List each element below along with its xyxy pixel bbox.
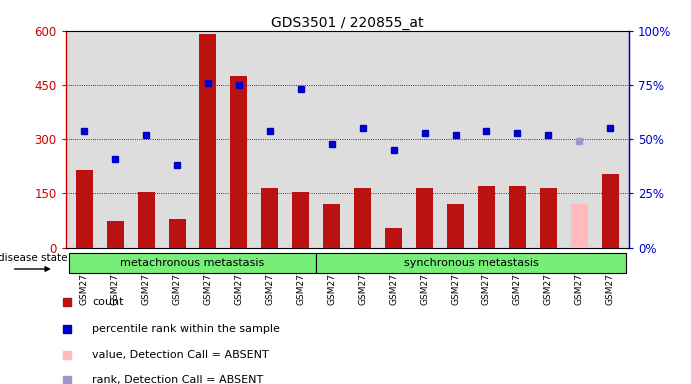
Bar bbox=[602, 174, 618, 248]
Title: GDS3501 / 220855_at: GDS3501 / 220855_at bbox=[271, 16, 424, 30]
Bar bbox=[540, 188, 557, 248]
Bar bbox=[447, 204, 464, 248]
Bar bbox=[509, 186, 526, 248]
Bar bbox=[261, 188, 278, 248]
Bar bbox=[478, 186, 495, 248]
Bar bbox=[316, 253, 626, 273]
Bar bbox=[292, 192, 310, 248]
Bar bbox=[571, 204, 588, 248]
Bar bbox=[354, 188, 371, 248]
Text: metachronous metastasis: metachronous metastasis bbox=[120, 258, 265, 268]
Bar bbox=[138, 192, 155, 248]
Text: disease state: disease state bbox=[0, 253, 68, 263]
Text: synchronous metastasis: synchronous metastasis bbox=[404, 258, 538, 268]
Bar bbox=[416, 188, 433, 248]
Bar bbox=[68, 253, 316, 273]
Text: value, Detection Call = ABSENT: value, Detection Call = ABSENT bbox=[92, 351, 269, 361]
Bar bbox=[385, 228, 402, 248]
Bar bbox=[169, 219, 186, 248]
Text: percentile rank within the sample: percentile rank within the sample bbox=[92, 324, 280, 334]
Bar bbox=[76, 170, 93, 248]
Text: rank, Detection Call = ABSENT: rank, Detection Call = ABSENT bbox=[92, 375, 263, 384]
Bar bbox=[106, 220, 124, 248]
Bar bbox=[323, 204, 340, 248]
Text: count: count bbox=[92, 296, 124, 307]
Bar bbox=[200, 34, 216, 248]
Bar bbox=[230, 76, 247, 248]
